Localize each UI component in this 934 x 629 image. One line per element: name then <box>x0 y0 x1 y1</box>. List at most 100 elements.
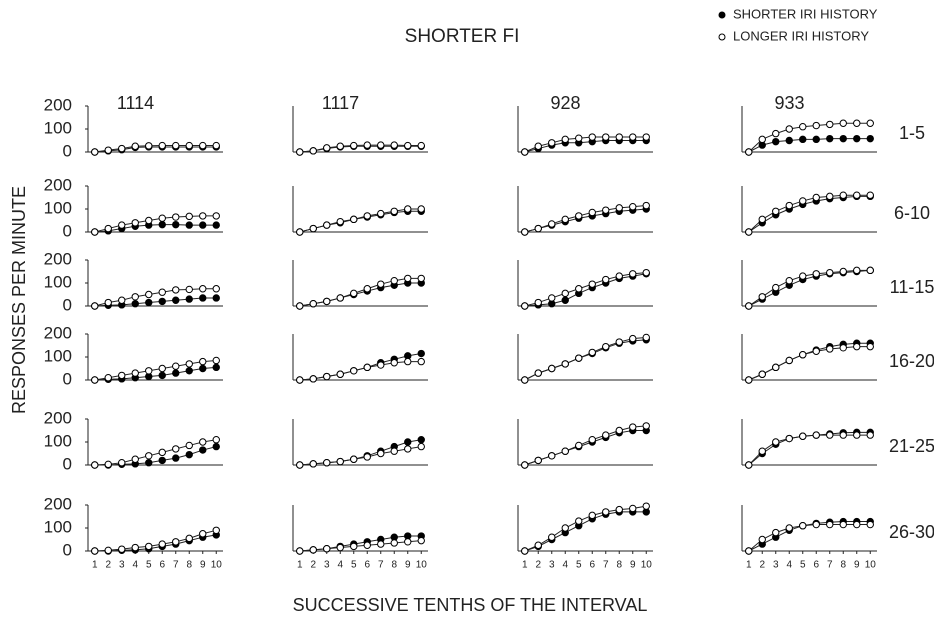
data-point <box>588 280 596 288</box>
data-point <box>118 296 126 304</box>
data-point <box>336 217 344 226</box>
series-line <box>748 524 871 552</box>
data-point <box>866 266 874 275</box>
data-point <box>826 520 834 529</box>
data-point <box>799 522 807 530</box>
data-point <box>785 125 793 133</box>
series-line <box>94 224 217 233</box>
data-point <box>212 212 220 220</box>
series-line <box>94 146 217 153</box>
data-point <box>185 441 193 450</box>
series-line <box>748 346 871 381</box>
data-point <box>629 423 637 431</box>
data-point <box>390 359 398 367</box>
data-point <box>602 342 610 351</box>
data-point <box>785 524 793 532</box>
data-point <box>839 344 847 352</box>
data-point <box>158 220 166 229</box>
row-label: 26-30 <box>889 522 934 542</box>
series-line <box>299 446 422 466</box>
data-point <box>131 293 139 301</box>
data-point <box>350 367 358 375</box>
x-tick-label: 3 <box>324 560 330 571</box>
series-line <box>94 534 217 552</box>
data-point <box>91 461 99 469</box>
data-point <box>145 142 153 150</box>
series-line <box>94 439 217 466</box>
data-point <box>145 459 153 467</box>
data-point <box>772 283 780 292</box>
data-point <box>145 216 153 225</box>
data-point <box>350 542 358 551</box>
data-point <box>853 520 861 529</box>
data-point <box>826 134 834 143</box>
data-point <box>785 434 793 443</box>
data-point <box>212 442 220 451</box>
y-tick-label: 0 <box>63 295 72 314</box>
x-tick-label: 3 <box>119 560 125 571</box>
data-point <box>521 376 529 384</box>
data-point <box>575 285 583 293</box>
data-point <box>350 141 358 150</box>
x-tick-label: 10 <box>416 560 428 571</box>
data-point <box>336 543 344 552</box>
data-point <box>417 442 425 451</box>
data-point <box>758 215 766 224</box>
data-point <box>212 141 220 150</box>
x-tick-label: 6 <box>159 560 165 571</box>
column-title: 1114 <box>117 93 154 113</box>
series-line <box>524 511 647 552</box>
column-title: 933 <box>774 93 804 113</box>
data-point <box>575 517 583 525</box>
column-title: 928 <box>550 93 580 113</box>
x-tick-label: 4 <box>562 560 568 571</box>
data-point <box>588 436 596 444</box>
data-point <box>615 426 623 435</box>
data-point <box>185 534 193 543</box>
data-point <box>199 221 207 229</box>
data-point <box>521 302 529 310</box>
data-point <box>296 228 304 236</box>
data-point <box>91 376 99 384</box>
data-point <box>296 148 304 156</box>
data-point <box>145 367 153 375</box>
data-point <box>158 288 166 296</box>
row-label: 6-10 <box>894 203 930 223</box>
data-point <box>745 547 753 555</box>
series-line <box>94 297 217 307</box>
y-tick-label: 100 <box>44 118 72 137</box>
data-point <box>131 543 139 552</box>
data-point <box>772 528 780 537</box>
data-point <box>309 224 317 233</box>
data-point <box>185 450 193 459</box>
x-tick-label: 9 <box>200 560 206 571</box>
series-line <box>299 210 422 233</box>
data-point <box>642 133 650 141</box>
data-point <box>642 268 650 277</box>
data-point <box>145 298 153 307</box>
data-point <box>336 142 344 150</box>
data-point <box>839 191 847 199</box>
data-point <box>390 277 398 285</box>
data-point <box>772 363 780 372</box>
x-tick-label: 7 <box>603 560 609 571</box>
series-line <box>524 430 647 466</box>
data-point <box>772 137 780 146</box>
data-point <box>104 146 112 154</box>
data-point <box>561 360 569 368</box>
y-axis-label: RESPONSES PER MINUTE <box>9 186 29 414</box>
data-point <box>745 228 753 236</box>
data-point <box>323 297 331 306</box>
data-point <box>377 280 385 288</box>
row-label: 1-5 <box>899 123 925 143</box>
data-point <box>575 134 583 142</box>
data-point <box>131 300 139 308</box>
data-point <box>772 129 780 138</box>
data-point <box>615 272 623 280</box>
data-point <box>799 123 807 131</box>
data-point <box>309 460 317 468</box>
series-line <box>524 140 647 153</box>
data-point <box>118 545 126 553</box>
x-tick-label: 1 <box>746 560 752 571</box>
data-point <box>158 364 166 373</box>
